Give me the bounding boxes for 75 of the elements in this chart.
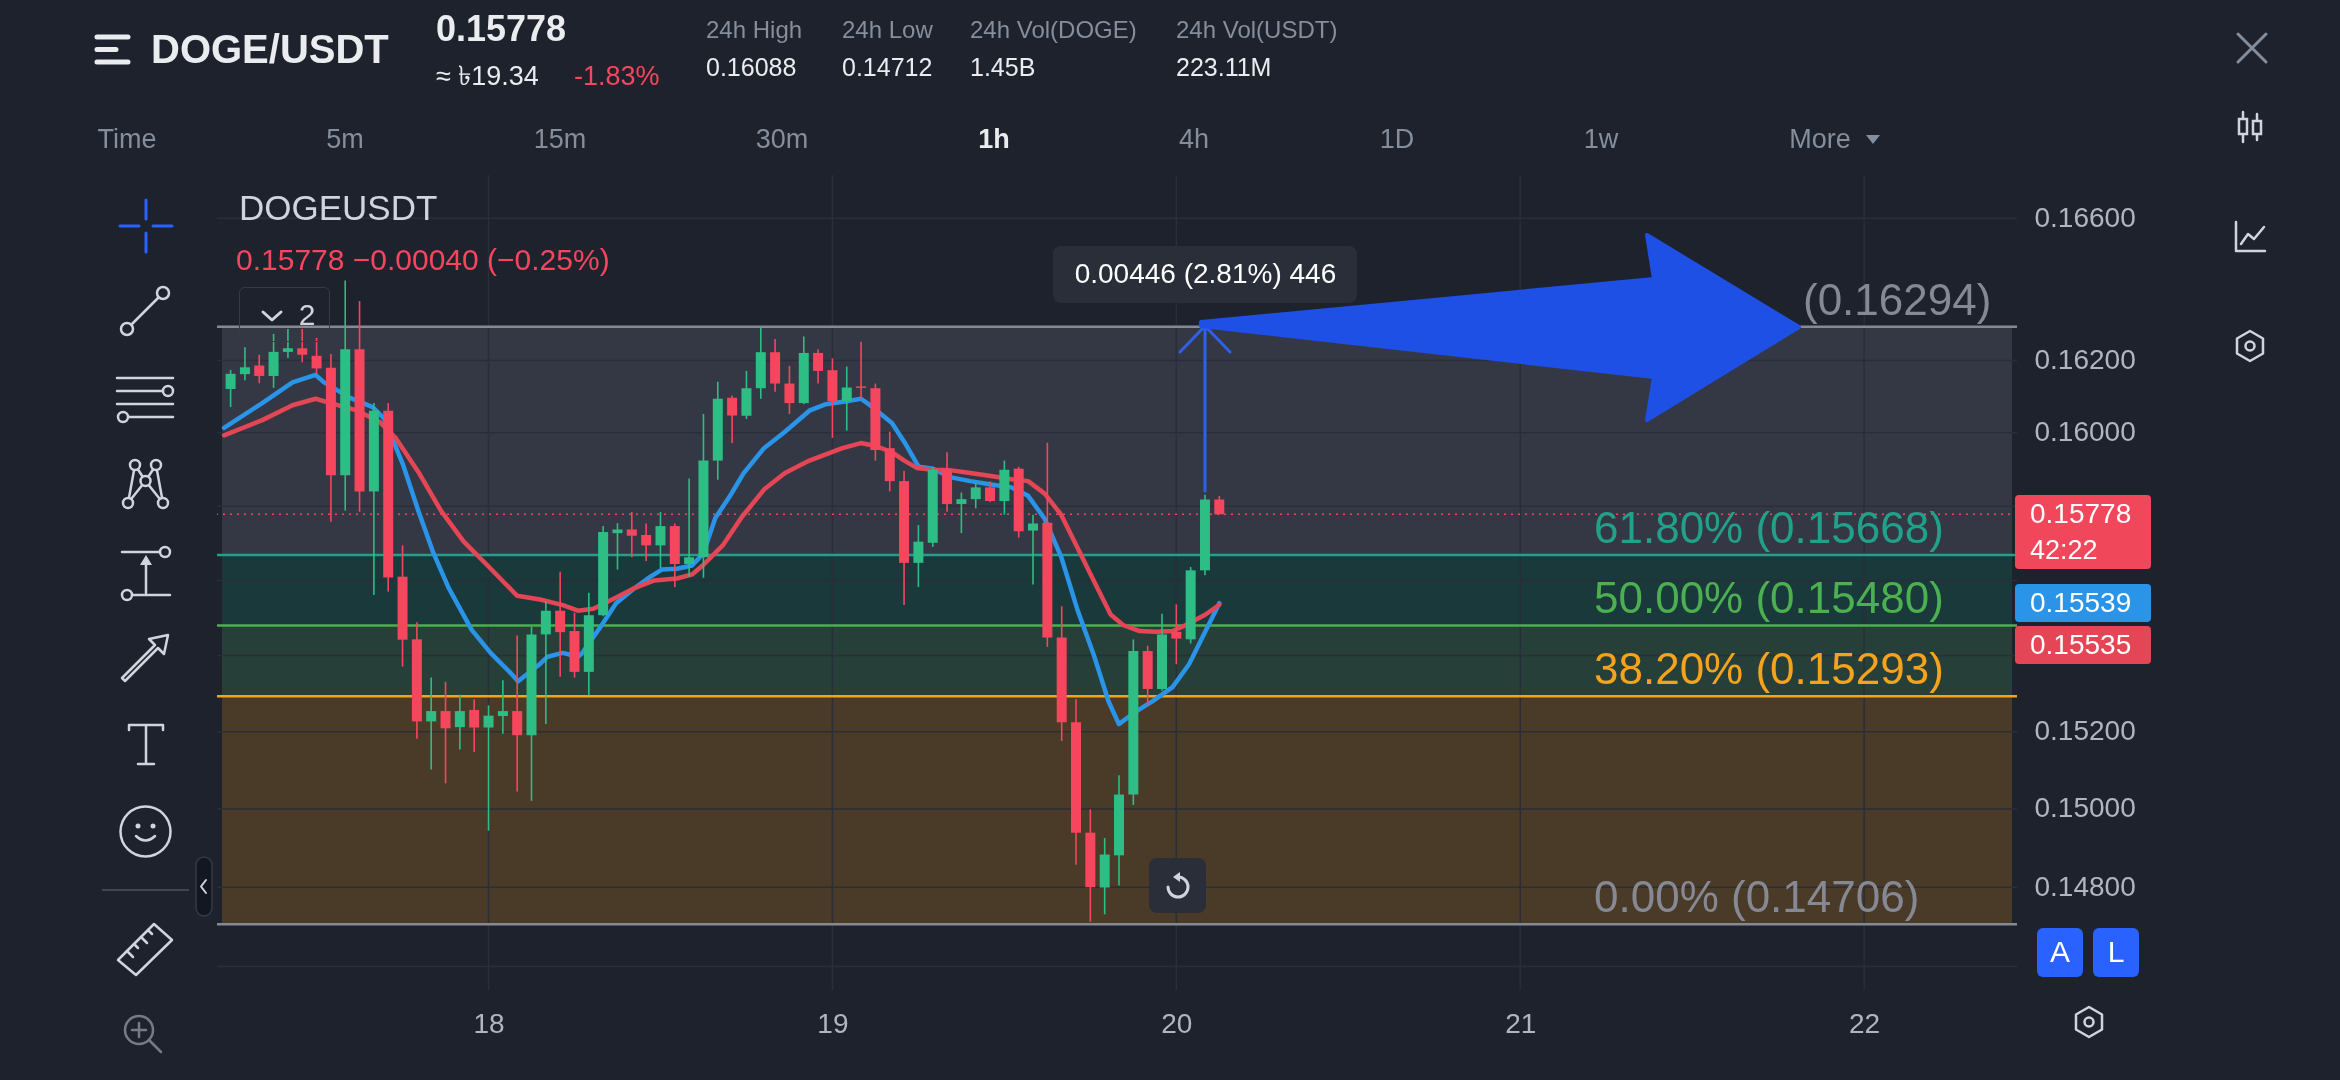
- x-tick-label: 19: [817, 1007, 849, 1039]
- candlestick: [985, 480, 996, 503]
- text: A: [2049, 935, 2071, 968]
- x-tick-label: 18: [473, 1007, 505, 1039]
- candlestick: [440, 680, 451, 785]
- text: 15m: [533, 123, 587, 154]
- candlestick: [856, 341, 867, 400]
- text: 30m: [755, 123, 809, 154]
- ref-line-label: 50.00% (0.15480): [1594, 573, 1944, 623]
- text: 4h: [1178, 123, 1210, 154]
- text: More: [1789, 123, 1851, 154]
- text: 24h Vol(USDT): [1176, 16, 1338, 43]
- text: 24h Vol(DOGE): [970, 16, 1137, 43]
- candlestick: [540, 600, 551, 725]
- candlestick: [311, 337, 322, 375]
- x-tick-label: 21: [1505, 1007, 1537, 1039]
- x-tick-label: 22: [1849, 1007, 1881, 1039]
- text: 1D: [1379, 123, 1415, 154]
- text: 0.16088: [706, 52, 797, 81]
- annotation: 0.00446 (2.81%) 446: [1074, 257, 1337, 289]
- ref-line-label: 0.00% (0.14706): [1594, 872, 1920, 922]
- text: 1h: [978, 123, 1010, 154]
- y-tick-label: 0.15000: [2034, 792, 2136, 824]
- text: 0.15539: [2030, 587, 2132, 619]
- y-tick-label: 0.16600: [2034, 201, 2136, 233]
- candlestick: [970, 482, 981, 510]
- ref-line-label: 0.15778 42:22: [2030, 498, 2132, 565]
- chart-title: DOGE/USDT: [151, 27, 389, 71]
- text: 5m: [326, 123, 364, 154]
- chart-subtitle: DOGEUSDT: [239, 187, 438, 227]
- text: 0.15778: [436, 8, 567, 49]
- candlestick: [841, 365, 852, 432]
- y-tick-label: 0.16200: [2034, 343, 2136, 375]
- text: ≈ ৳19.34: [436, 60, 539, 91]
- candlestick: [641, 522, 652, 562]
- candlestick: [282, 328, 293, 359]
- candlestick: [612, 522, 623, 571]
- candlestick: [555, 571, 566, 678]
- candlestick: [483, 704, 494, 832]
- text: L: [2107, 935, 2125, 968]
- candlestick: [813, 348, 824, 385]
- annotation: 2: [298, 298, 316, 331]
- candlestick: [1028, 513, 1039, 586]
- annotation: 0.15778 −0.00040 (−0.25%): [236, 243, 610, 276]
- ref-line-label: 38.20% (0.15293): [1594, 644, 1944, 694]
- y-tick-label: 0.16000: [2034, 416, 2136, 448]
- y-tick-label: 0.15200: [2034, 715, 2136, 747]
- text: -1.83%: [574, 60, 660, 91]
- candlestick: [956, 491, 967, 534]
- candlestick: [655, 511, 666, 569]
- text: 223.11M: [1176, 52, 1272, 81]
- text: 1.45B: [970, 52, 1036, 81]
- candlestick: [913, 524, 924, 588]
- ref-line-label: 61.80% (0.15668): [1594, 503, 1944, 553]
- ref-line-label: (0.16294): [1803, 274, 1992, 324]
- candlestick: [469, 698, 480, 753]
- candlestick: [239, 346, 250, 382]
- text: 24h Low: [842, 16, 933, 43]
- candlestick: [297, 328, 308, 364]
- x-tick-label: 20: [1161, 1007, 1193, 1039]
- candlestick: [684, 477, 695, 578]
- candlestick: [426, 676, 437, 771]
- candlestick: [254, 353, 265, 384]
- text: 0.15535: [2030, 629, 2132, 661]
- candlestick: [1171, 603, 1182, 666]
- text: 1w: [1583, 123, 1619, 154]
- text: 0.14712: [842, 52, 933, 81]
- text: 24h High: [706, 16, 803, 43]
- candlestick: [225, 369, 236, 408]
- candlestick: [784, 365, 795, 415]
- y-tick-label: 0.14800: [2034, 870, 2136, 902]
- text: Time: [97, 123, 157, 154]
- candlestick: [727, 394, 738, 444]
- candlestick: [454, 693, 465, 751]
- candlestick: [497, 679, 508, 735]
